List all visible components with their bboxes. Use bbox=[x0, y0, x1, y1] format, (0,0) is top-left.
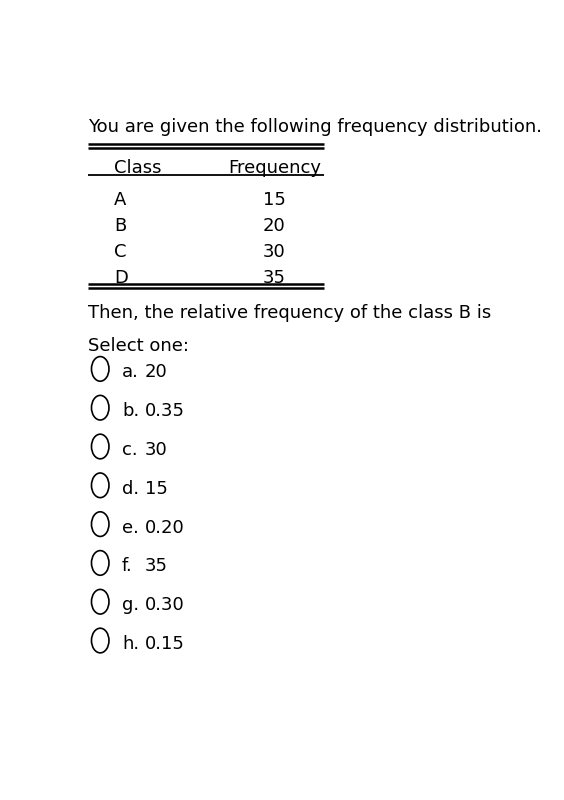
Text: 35: 35 bbox=[263, 269, 286, 287]
Text: c.: c. bbox=[122, 441, 138, 459]
Text: A: A bbox=[114, 191, 126, 210]
Text: Then, the relative frequency of the class B is: Then, the relative frequency of the clas… bbox=[88, 304, 491, 322]
Text: D: D bbox=[114, 269, 128, 287]
Text: 30: 30 bbox=[145, 441, 168, 459]
Text: B: B bbox=[114, 218, 126, 235]
Text: You are given the following frequency distribution.: You are given the following frequency di… bbox=[88, 118, 542, 135]
Text: Select one:: Select one: bbox=[88, 338, 189, 355]
Text: 0.35: 0.35 bbox=[145, 402, 185, 420]
Text: e.: e. bbox=[122, 518, 139, 537]
Text: 20: 20 bbox=[263, 218, 285, 235]
Text: g.: g. bbox=[122, 596, 139, 614]
Text: 20: 20 bbox=[145, 363, 168, 382]
Text: 30: 30 bbox=[263, 243, 285, 262]
Text: C: C bbox=[114, 243, 127, 262]
Text: d.: d. bbox=[122, 480, 139, 498]
Text: b.: b. bbox=[122, 402, 139, 420]
Text: 0.15: 0.15 bbox=[145, 635, 184, 653]
Text: 15: 15 bbox=[145, 480, 168, 498]
Text: 0.30: 0.30 bbox=[145, 596, 184, 614]
Text: 15: 15 bbox=[263, 191, 286, 210]
Text: Frequency: Frequency bbox=[228, 159, 321, 177]
Text: h.: h. bbox=[122, 635, 139, 653]
Text: 35: 35 bbox=[145, 558, 168, 575]
Text: Class: Class bbox=[114, 159, 162, 177]
Text: a.: a. bbox=[122, 363, 139, 382]
Text: f.: f. bbox=[122, 558, 133, 575]
Text: 0.20: 0.20 bbox=[145, 518, 184, 537]
